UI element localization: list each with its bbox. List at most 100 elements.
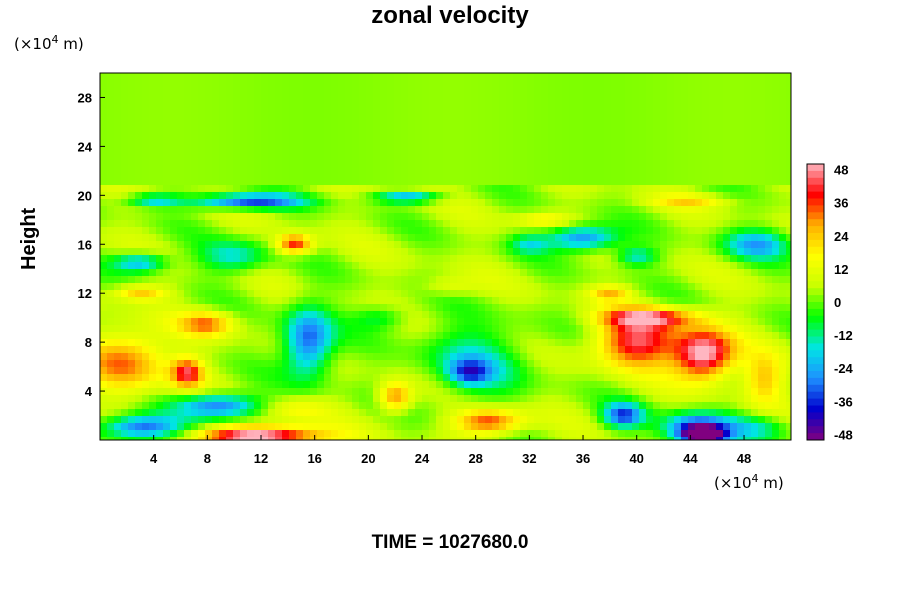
heatmap-cell bbox=[464, 94, 472, 102]
heatmap-cell bbox=[394, 255, 402, 263]
heatmap-cell bbox=[639, 248, 647, 256]
heatmap-cell bbox=[513, 94, 521, 102]
heatmap-cell bbox=[114, 374, 122, 382]
heatmap-cell bbox=[135, 143, 143, 151]
heatmap-cell bbox=[366, 192, 374, 200]
heatmap-cell bbox=[296, 248, 304, 256]
heatmap-cell bbox=[401, 409, 409, 417]
heatmap-cell bbox=[107, 353, 115, 361]
heatmap-cell bbox=[296, 101, 304, 109]
heatmap-cell bbox=[541, 290, 549, 298]
heatmap-cell bbox=[555, 73, 563, 81]
heatmap-cell bbox=[226, 318, 234, 326]
heatmap-cell bbox=[310, 164, 318, 172]
heatmap-cell bbox=[289, 416, 297, 424]
heatmap-cell bbox=[352, 339, 360, 347]
heatmap-cell bbox=[240, 409, 248, 417]
heatmap-cell bbox=[751, 164, 759, 172]
heatmap-cell bbox=[632, 304, 640, 312]
heatmap-cell bbox=[597, 311, 605, 319]
heatmap-cell bbox=[520, 381, 528, 389]
heatmap-cell bbox=[625, 381, 633, 389]
heatmap-cell bbox=[443, 388, 451, 396]
heatmap-cell bbox=[240, 108, 248, 116]
heatmap-cell bbox=[744, 220, 752, 228]
heatmap-cell bbox=[184, 311, 192, 319]
heatmap-cell bbox=[289, 157, 297, 165]
heatmap-cell bbox=[128, 290, 136, 298]
heatmap-cell bbox=[625, 353, 633, 361]
heatmap-cell bbox=[751, 73, 759, 81]
heatmap-cell bbox=[415, 220, 423, 228]
heatmap-cell bbox=[142, 276, 150, 284]
heatmap-cell bbox=[219, 101, 227, 109]
heatmap-cell bbox=[345, 360, 353, 368]
heatmap-cell bbox=[191, 192, 199, 200]
heatmap-cell bbox=[562, 164, 570, 172]
heatmap-cell bbox=[296, 241, 304, 249]
heatmap-cell bbox=[345, 150, 353, 158]
heatmap-cell bbox=[114, 395, 122, 403]
heatmap-cell bbox=[156, 94, 164, 102]
heatmap-cell bbox=[198, 87, 206, 95]
heatmap-cell bbox=[632, 269, 640, 277]
heatmap-cell bbox=[506, 276, 514, 284]
heatmap-cell bbox=[583, 143, 591, 151]
heatmap-cell bbox=[632, 178, 640, 186]
heatmap-cell bbox=[457, 360, 465, 368]
heatmap-cell bbox=[485, 416, 493, 424]
heatmap-cell bbox=[555, 94, 563, 102]
heatmap-cell bbox=[520, 192, 528, 200]
heatmap-cell bbox=[779, 192, 787, 200]
heatmap-cell bbox=[478, 94, 486, 102]
heatmap-cell bbox=[639, 290, 647, 298]
heatmap-cell bbox=[219, 206, 227, 214]
heatmap-cell bbox=[457, 122, 465, 130]
heatmap-cell bbox=[457, 178, 465, 186]
heatmap-cell bbox=[331, 87, 339, 95]
heatmap-cell bbox=[184, 409, 192, 417]
heatmap-cell bbox=[422, 213, 430, 221]
heatmap-cell bbox=[450, 276, 458, 284]
heatmap-cell bbox=[534, 353, 542, 361]
heatmap-cell bbox=[534, 255, 542, 263]
heatmap-cell bbox=[282, 108, 290, 116]
heatmap-cell bbox=[646, 304, 654, 312]
heatmap-cell bbox=[324, 255, 332, 263]
heatmap-cell bbox=[289, 171, 297, 179]
heatmap-cell bbox=[632, 185, 640, 193]
heatmap-cell bbox=[338, 311, 346, 319]
heatmap-cell bbox=[338, 262, 346, 270]
heatmap-cell bbox=[709, 129, 717, 137]
heatmap-cell bbox=[149, 290, 157, 298]
heatmap-cell bbox=[170, 234, 178, 242]
heatmap-cell bbox=[226, 332, 234, 340]
heatmap-cell bbox=[345, 409, 353, 417]
heatmap-cell bbox=[709, 402, 717, 410]
heatmap-cell bbox=[275, 381, 283, 389]
heatmap-cell bbox=[478, 136, 486, 144]
heatmap-cell bbox=[401, 381, 409, 389]
heatmap-cell bbox=[198, 129, 206, 137]
heatmap-cell bbox=[513, 129, 521, 137]
heatmap-cell bbox=[639, 136, 647, 144]
heatmap-cell bbox=[618, 171, 626, 179]
heatmap-cell bbox=[744, 416, 752, 424]
heatmap-cell bbox=[121, 234, 129, 242]
heatmap-cell bbox=[520, 395, 528, 403]
heatmap-cell bbox=[772, 290, 780, 298]
heatmap-cell bbox=[128, 283, 136, 291]
heatmap-cell bbox=[436, 80, 444, 88]
heatmap-cell bbox=[548, 290, 556, 298]
heatmap-cell bbox=[534, 367, 542, 375]
heatmap-cell bbox=[541, 269, 549, 277]
heatmap-cell bbox=[583, 199, 591, 207]
heatmap-cell bbox=[219, 178, 227, 186]
heatmap-cell bbox=[135, 374, 143, 382]
heatmap-cell bbox=[247, 276, 255, 284]
heatmap-cell bbox=[604, 143, 612, 151]
heatmap-cell bbox=[583, 234, 591, 242]
heatmap-cell bbox=[289, 115, 297, 123]
heatmap-cell bbox=[198, 178, 206, 186]
